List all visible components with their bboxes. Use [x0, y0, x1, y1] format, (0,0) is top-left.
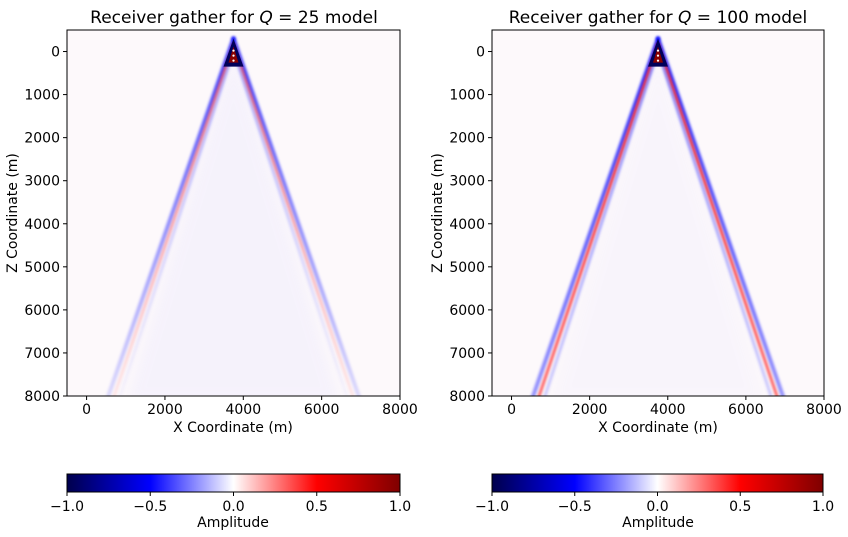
- x-tick-label: 6000: [304, 402, 340, 418]
- plot-frame: [66, 29, 401, 397]
- x-tick-label: 4000: [650, 402, 686, 418]
- source-dot: [232, 59, 235, 62]
- wavefront: [106, 36, 361, 396]
- chart-title: Receiver gather for Q = 25 model: [90, 8, 378, 28]
- y-tick-label: 1000: [24, 88, 60, 104]
- colorbar-tick-label: −1.0: [50, 499, 84, 515]
- wavefront-haze: [552, 48, 764, 396]
- colorbar-tick-label: −1.0: [475, 499, 509, 515]
- y-tick-label: 1000: [449, 88, 485, 104]
- y-axis-label: Z Coordinate (m): [430, 153, 446, 273]
- wavefront-blue-inner: [118, 49, 235, 396]
- wavefront-blue-inner: [543, 49, 660, 396]
- colorbar-label: Amplitude: [197, 515, 269, 531]
- y-tick-label: 3000: [449, 174, 485, 190]
- x-tick-label: 2000: [147, 402, 183, 418]
- wavefront: [531, 36, 785, 396]
- wavefront-blue-outer: [231, 36, 361, 396]
- colorbar-tick-label: 0.5: [729, 499, 751, 515]
- wavefront-red: [112, 43, 235, 396]
- y-axis-label: Z Coordinate (m): [5, 153, 21, 273]
- plot-frame: [491, 29, 825, 397]
- chart-title: Receiver gather for Q = 100 model: [509, 8, 807, 28]
- x-axis-label: X Coordinate (m): [173, 420, 293, 436]
- colorbar-tick-label: 1.0: [812, 499, 834, 515]
- colorbar-tick-label: 0.0: [646, 499, 668, 515]
- x-tick-label: 2000: [572, 402, 608, 418]
- source-dot: [656, 54, 660, 57]
- wavefront-blue-outer: [106, 36, 236, 396]
- wavefront-haze: [127, 48, 340, 396]
- y-tick-label: 5000: [449, 260, 485, 276]
- y-tick-label: 0: [51, 45, 60, 61]
- wavefront-red: [656, 43, 779, 396]
- y-tick-label: 7000: [24, 346, 60, 362]
- source-dot: [232, 49, 235, 52]
- colorbar-tick-label: 0.5: [306, 499, 328, 515]
- panel-q100: Receiver gather for Q = 100 model 0 2000 4…: [430, 8, 842, 531]
- wavefront-red: [232, 43, 355, 396]
- y-tick-label: 2000: [449, 131, 485, 147]
- colorbar-ticks: −1.0 −0.5 0.0 0.5 1.0: [50, 492, 411, 515]
- source-dot: [656, 59, 660, 62]
- y-ticks: 0 1000 2000 3000 4000 5000 6000 7000 8000: [24, 45, 67, 405]
- y-ticks: 0 1000 2000 3000 4000 5000 6000 7000 8000: [449, 45, 492, 405]
- x-tick-label: 6000: [728, 402, 764, 418]
- y-tick-label: 8000: [24, 389, 60, 405]
- colorbar: −1.0 −0.5 0.0 0.5 1.0 Amplitude: [50, 473, 411, 531]
- colorbar-gradient: [491, 473, 824, 493]
- x-tick-label: 4000: [225, 402, 261, 418]
- colorbar-gradient: [66, 473, 401, 493]
- x-axis-label: X Coordinate (m): [598, 420, 718, 436]
- x-ticks: 0 2000 4000 6000 8000: [507, 396, 842, 418]
- source-dot: [656, 49, 660, 52]
- y-tick-label: 6000: [24, 303, 60, 319]
- source-dot: [232, 54, 235, 57]
- colorbar-tick-label: 0.0: [222, 499, 244, 515]
- colorbar-tick-label: −0.5: [558, 499, 592, 515]
- wavefront-blue-inner: [232, 49, 349, 396]
- y-tick-label: 5000: [24, 260, 60, 276]
- colorbar-tick-label: 1.0: [389, 499, 411, 515]
- colorbar-ticks: −1.0 −0.5 0.0 0.5 1.0: [475, 492, 834, 515]
- wavefront-blue-outer: [531, 36, 660, 396]
- y-tick-label: 0: [476, 45, 485, 61]
- colorbar: −1.0 −0.5 0.0 0.5 1.0 Amplitude: [475, 473, 834, 531]
- y-tick-label: 2000: [24, 131, 60, 147]
- x-tick-label: 0: [82, 402, 91, 418]
- y-tick-label: 4000: [24, 217, 60, 233]
- y-tick-label: 4000: [449, 217, 485, 233]
- y-tick-label: 8000: [449, 389, 485, 405]
- x-tick-label: 8000: [806, 402, 842, 418]
- y-tick-label: 6000: [449, 303, 485, 319]
- panel-q25: Receiver gather for Q = 25 model 0 2000 40…: [5, 8, 418, 531]
- x-tick-label: 0: [507, 402, 516, 418]
- x-tick-label: 8000: [382, 402, 418, 418]
- wavefront-red: [537, 43, 660, 396]
- wavefront-blue-inner: [656, 49, 773, 396]
- x-ticks: 0 2000 4000 6000 8000: [82, 396, 418, 418]
- colorbar-label: Amplitude: [622, 515, 694, 531]
- colorbar-tick-label: −0.5: [133, 499, 167, 515]
- wavefront-blue-outer: [656, 36, 785, 396]
- y-tick-label: 7000: [449, 346, 485, 362]
- y-tick-label: 3000: [24, 174, 60, 190]
